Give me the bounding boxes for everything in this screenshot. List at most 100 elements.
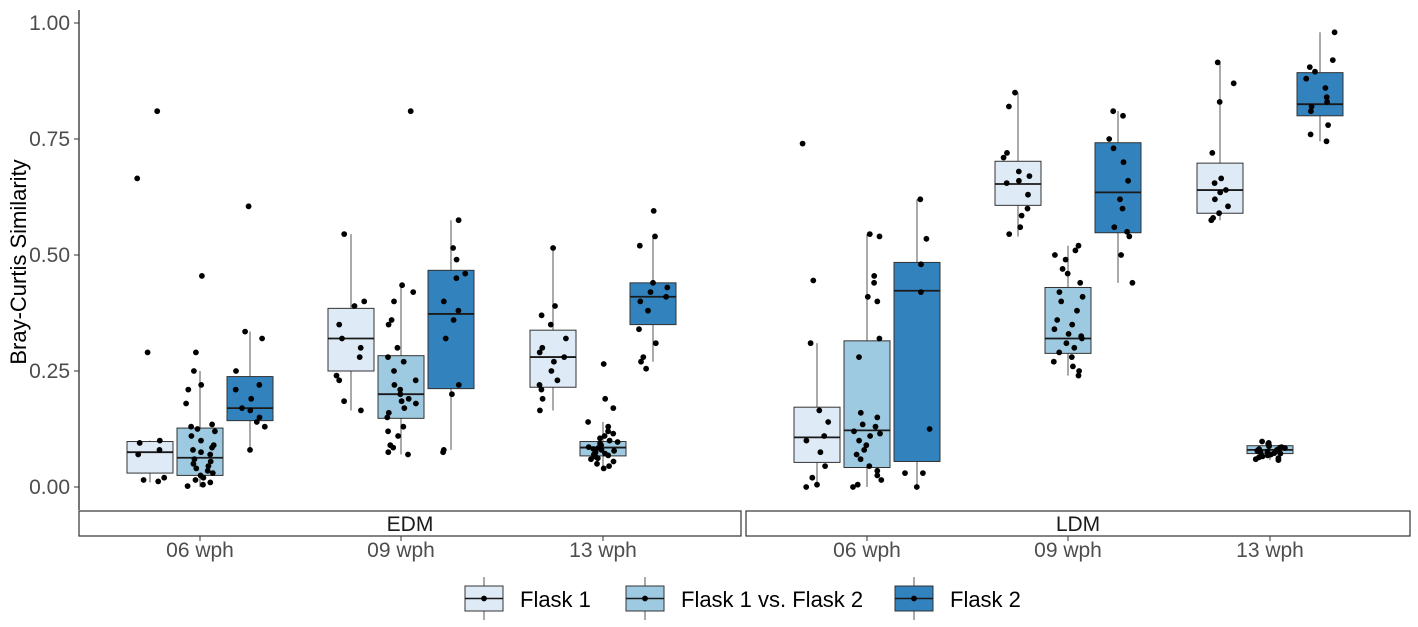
box-group <box>794 141 840 490</box>
data-point <box>339 336 345 342</box>
x-tick-label: 06 wph <box>166 539 234 562</box>
data-point <box>406 396 412 402</box>
y-tick-label: 1.00 <box>29 12 70 35</box>
box-group <box>530 245 576 413</box>
data-point <box>399 282 405 288</box>
data-point <box>410 289 416 295</box>
legend-key-point <box>642 596 648 602</box>
data-point <box>1016 178 1022 184</box>
data-point <box>871 280 877 286</box>
data-point <box>643 366 649 372</box>
data-point <box>1004 150 1010 156</box>
data-point <box>861 447 867 453</box>
data-point <box>1006 231 1012 237</box>
data-point <box>924 236 930 242</box>
box-iqr <box>428 270 474 388</box>
data-point <box>1054 317 1060 323</box>
data-point <box>341 398 347 404</box>
box-iqr <box>894 262 940 461</box>
data-point <box>401 359 407 365</box>
box-group <box>1197 60 1243 224</box>
box-group <box>1045 243 1091 379</box>
box-group <box>227 203 273 452</box>
data-point <box>1217 190 1223 196</box>
box-iqr <box>530 330 576 387</box>
data-point <box>405 452 411 458</box>
data-point <box>134 176 140 182</box>
legend: Flask 1 Flask 1 vs. Flask 2 Flask 2 <box>465 577 1021 620</box>
data-point <box>188 424 194 430</box>
data-point <box>189 433 195 439</box>
data-point <box>395 433 401 439</box>
x-tick-label: 13 wph <box>569 539 637 562</box>
data-point <box>440 449 446 455</box>
data-point <box>1303 76 1309 82</box>
data-point <box>1323 85 1329 91</box>
data-point <box>200 482 206 488</box>
data-point <box>611 448 617 454</box>
data-point <box>877 234 883 240</box>
data-point <box>1073 248 1079 254</box>
data-point <box>385 449 391 455</box>
data-point <box>1121 159 1127 165</box>
data-point <box>1071 345 1077 351</box>
data-point <box>867 433 873 439</box>
data-point <box>358 408 364 414</box>
data-point <box>800 141 806 147</box>
data-point <box>550 245 556 251</box>
data-point <box>1074 308 1080 314</box>
data-point <box>858 410 864 416</box>
data-point <box>1027 173 1033 179</box>
data-point <box>540 396 546 402</box>
data-point <box>456 382 462 388</box>
data-point <box>185 387 191 393</box>
data-point <box>601 466 607 472</box>
data-point <box>390 445 396 451</box>
data-point <box>825 419 831 425</box>
y-tick-label: 0.25 <box>29 360 70 383</box>
legend-key-point <box>911 596 917 602</box>
data-point <box>247 408 253 414</box>
legend-item: Flask 2 <box>895 577 1021 620</box>
data-point <box>1069 322 1075 328</box>
data-point <box>248 396 254 402</box>
data-point <box>653 340 659 346</box>
data-point <box>1076 373 1082 379</box>
data-point <box>808 340 814 346</box>
data-point <box>400 424 406 430</box>
data-point <box>610 431 616 437</box>
data-point <box>850 484 856 490</box>
data-point <box>449 391 455 397</box>
x-tick-label: 13 wph <box>1236 539 1304 562</box>
data-point <box>1111 224 1117 230</box>
data-point <box>209 422 215 428</box>
data-point <box>563 336 569 342</box>
data-point <box>856 354 862 360</box>
box-iqr <box>844 341 890 468</box>
data-point <box>585 419 591 425</box>
data-point <box>1209 150 1215 156</box>
data-point <box>1069 354 1075 360</box>
data-point <box>450 245 456 251</box>
data-point <box>1218 176 1224 182</box>
data-point <box>1017 224 1023 230</box>
data-point <box>816 408 822 414</box>
data-point <box>1125 178 1131 184</box>
data-point <box>193 350 199 356</box>
data-point <box>1118 252 1124 258</box>
data-point <box>874 473 880 479</box>
box-group <box>1297 29 1343 144</box>
data-point <box>902 470 908 476</box>
data-point <box>809 475 815 481</box>
data-point <box>259 336 265 342</box>
data-point <box>645 308 651 314</box>
data-point <box>399 398 405 404</box>
data-point <box>391 368 397 374</box>
data-point <box>920 470 926 476</box>
y-tick-label: 0.75 <box>29 128 70 151</box>
data-point <box>821 433 827 439</box>
legend-label: Flask 1 vs. Flask 2 <box>681 587 863 612</box>
data-point <box>254 419 260 425</box>
data-point <box>803 484 809 490</box>
data-point <box>185 483 191 489</box>
